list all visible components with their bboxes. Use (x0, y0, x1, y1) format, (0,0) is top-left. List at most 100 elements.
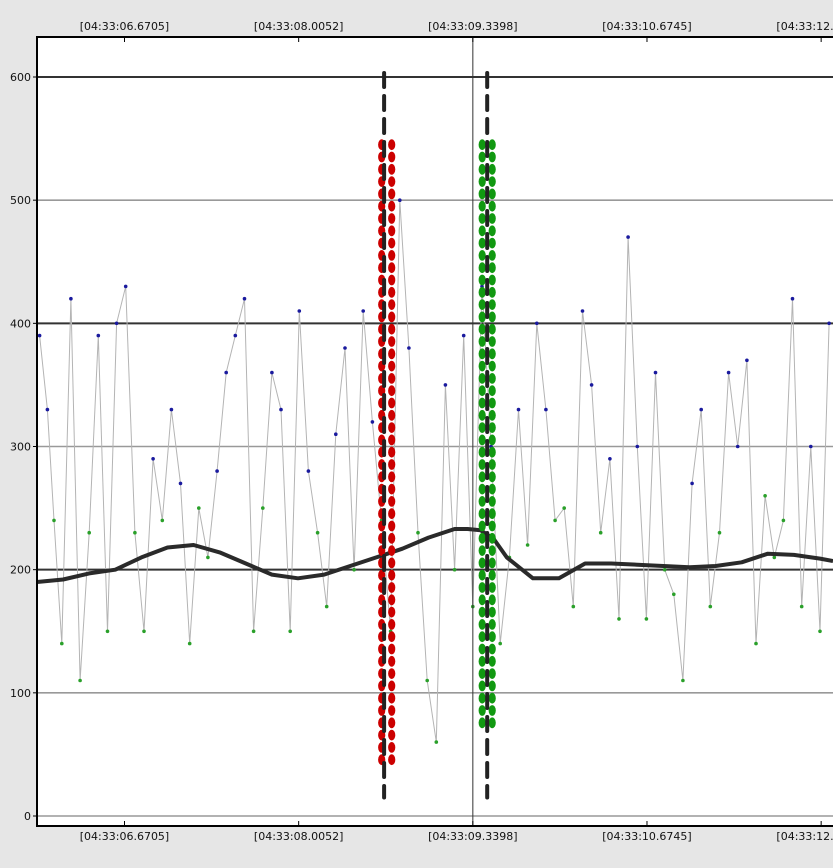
marker-bead (388, 520, 396, 532)
marker-bead (478, 409, 486, 421)
raw-point (608, 457, 612, 461)
marker-bead (388, 545, 396, 556)
raw-point (206, 555, 210, 560)
marker-bead (488, 336, 496, 347)
raw-point (809, 444, 813, 449)
marker-bead (388, 496, 396, 507)
raw-point (45, 407, 50, 412)
marker-bead (388, 594, 396, 606)
marker-bead (388, 729, 396, 741)
marker-bead (478, 188, 486, 200)
marker-bead (478, 348, 486, 360)
raw-point (443, 383, 448, 387)
x-bottom-tick-label: [04:33:09.3398] (428, 830, 517, 843)
marker-bead (388, 286, 396, 298)
marker-bead (488, 225, 496, 237)
raw-point (114, 321, 119, 326)
marker-bead (478, 213, 486, 224)
marker-bead (388, 274, 396, 286)
marker-bead (478, 139, 486, 151)
marker-bead (478, 705, 486, 716)
marker-bead (388, 311, 396, 323)
raw-point (215, 469, 219, 473)
marker-bead (388, 754, 396, 766)
raw-point (60, 641, 64, 646)
raw-point (279, 407, 283, 412)
x-top-tick-label: [04:33:12.0092] (776, 20, 833, 33)
raw-point (133, 530, 137, 535)
marker-bead (488, 286, 496, 298)
marker-bead (488, 139, 496, 151)
marker-bead (478, 299, 486, 310)
marker-bead (388, 213, 396, 224)
raw-point (799, 604, 804, 609)
raw-point (306, 469, 311, 473)
marker-bead (488, 520, 496, 532)
raw-point (644, 617, 649, 621)
raw-point (233, 333, 238, 338)
raw-point (187, 641, 192, 646)
raw-point (525, 543, 530, 547)
marker-bead (478, 274, 486, 286)
raw-point (197, 506, 201, 510)
marker-bead (478, 262, 486, 274)
raw-point (425, 678, 430, 683)
x-bottom-tick-label: [04:33:10.6745] (602, 830, 691, 843)
marker-bead (488, 373, 496, 384)
marker-bead (478, 717, 486, 729)
y-tick-label: 200 (10, 564, 31, 577)
marker-bead (478, 471, 486, 483)
marker-bead (388, 323, 396, 335)
marker-bead (488, 274, 496, 286)
raw-point (516, 407, 521, 412)
raw-point (571, 604, 576, 609)
raw-point (735, 444, 740, 449)
raw-point (598, 530, 603, 535)
marker-bead (388, 557, 396, 569)
marker-bead (388, 299, 396, 310)
y-tick-label: 100 (10, 687, 31, 700)
marker-bead (388, 508, 396, 520)
y-tick-label: 0 (24, 810, 31, 823)
marker-bead (478, 631, 486, 643)
x-bottom-tick-label: [04:33:06.6705] (80, 830, 169, 843)
marker-bead (488, 705, 496, 716)
marker-bead (478, 459, 486, 470)
marker-bead (388, 385, 396, 397)
raw-point (672, 592, 676, 597)
x-top-tick-label: [04:33:06.6705] (80, 20, 169, 33)
marker-bead (478, 606, 486, 618)
marker-bead (388, 619, 396, 630)
x-bottom-tick-label: [04:33:08.0052] (254, 830, 343, 843)
raw-point (553, 518, 557, 523)
raw-point (142, 629, 146, 634)
marker-bead (388, 139, 396, 151)
y-tick-label: 500 (10, 194, 31, 207)
marker-bead (488, 446, 496, 458)
marker-bead (488, 237, 496, 249)
raw-point (361, 309, 366, 313)
marker-bead (478, 385, 486, 397)
marker-bead (388, 250, 396, 261)
x-bottom-tick-label: [04:33:12.0092] (776, 830, 833, 843)
x-top-tick-label: [04:33:09.3398] (428, 20, 517, 33)
raw-point (535, 321, 539, 326)
marker-bead (478, 496, 486, 507)
marker-bead (488, 483, 496, 495)
marker-bead (488, 619, 496, 630)
marker-bead (478, 200, 486, 212)
marker-bead (488, 422, 496, 433)
marker-bead (388, 151, 396, 163)
smoothed-series-line (36, 527, 833, 584)
marker-bead (478, 176, 486, 188)
marker-bead (488, 508, 496, 520)
marker-bead (388, 225, 396, 237)
raw-point (178, 481, 183, 486)
raw-point (352, 567, 356, 572)
marker-bead (388, 176, 396, 188)
raw-point (169, 407, 174, 412)
raw-point (617, 617, 621, 621)
y-tick-label: 400 (10, 317, 31, 330)
marker-bead (478, 680, 486, 692)
raw-point (754, 641, 758, 646)
